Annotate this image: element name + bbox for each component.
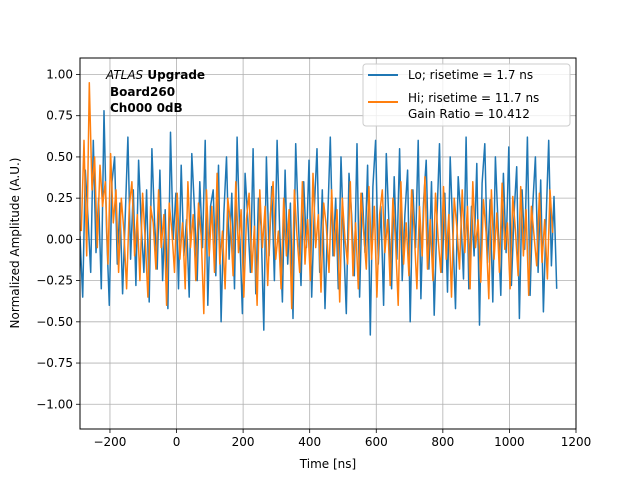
x-axis-label: Time [ns]: [299, 457, 356, 471]
annotation-upgrade: Upgrade: [147, 68, 205, 82]
x-tick-label: 800: [431, 435, 454, 449]
y-tick-label: 0.25: [46, 191, 73, 205]
y-tick-label: −0.50: [36, 315, 73, 329]
x-tick-label: −200: [93, 435, 126, 449]
y-tick-label: −1.00: [36, 397, 73, 411]
y-tick-label: 0.75: [46, 109, 73, 123]
x-tick-label: 200: [232, 435, 255, 449]
legend-label-hi-line2: Gain Ratio = 10.412: [408, 107, 530, 121]
y-ticks: −1.00 −0.75 −0.50 −0.25 0.00 0.25 0.50 0.75 1.00: [36, 67, 80, 411]
atlas-annotation: ATLAS Upgrade Board260 Ch000 0dB: [105, 68, 205, 115]
legend-label-hi: Hi; risetime = 11.7 ns Gain Ratio = 10.4…: [408, 91, 543, 121]
legend-box: [362, 63, 571, 127]
y-tick-label: 0.50: [46, 150, 73, 164]
y-axis-label: Normalized Amplitude (A.U.): [8, 158, 22, 329]
x-tick-label: 0: [173, 435, 181, 449]
legend: Lo; risetime = 1.7 ns Hi; risetime = 11.…: [362, 63, 571, 127]
x-tick-label: 400: [298, 435, 321, 449]
x-ticks: −200 0 200 400 600 800 1000 1200: [93, 429, 591, 449]
series-lines: [80, 81, 558, 336]
plot-frame: [79, 57, 577, 430]
series-line-hi: [80, 81, 554, 315]
y-tick-label: 1.00: [46, 67, 73, 81]
legend-label-hi-line1: Hi; risetime = 11.7 ns: [408, 91, 539, 105]
x-tick-label: 1000: [494, 435, 525, 449]
series-line-lo: [80, 110, 558, 336]
legend-label-lo: Lo; risetime = 1.7 ns: [408, 68, 533, 82]
annotation-board: Board260: [110, 85, 175, 99]
x-tick-label: 1200: [561, 435, 592, 449]
annotation-atlas: ATLAS: [105, 68, 144, 82]
y-tick-label: −0.25: [36, 274, 73, 288]
y-tick-label: −0.75: [36, 356, 73, 370]
annotation-channel: Ch000 0dB: [110, 101, 183, 115]
y-tick-label: 0.00: [46, 232, 73, 246]
x-tick-label: 600: [365, 435, 388, 449]
annotation-title-line: ATLAS Upgrade: [105, 68, 205, 82]
